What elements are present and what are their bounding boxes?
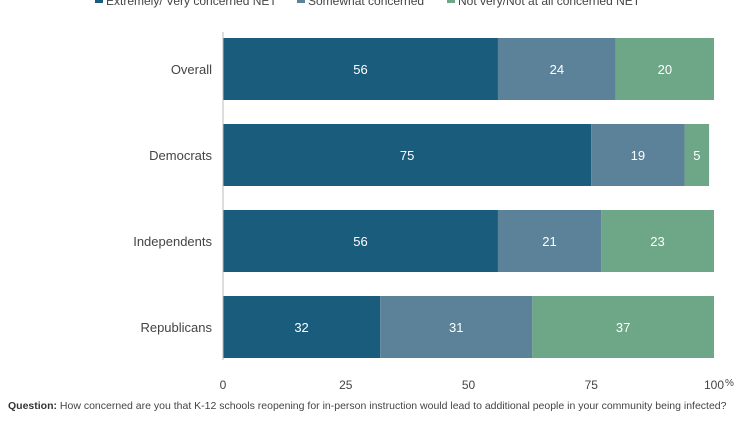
bar-republicans-not-very-not-at-all-concerned-net — [532, 296, 714, 358]
bar-value-democrats-somewhat-concerned: 19 — [631, 148, 645, 163]
bar-value-democrats-not-very-not-at-all-concerned-net: 5 — [693, 148, 700, 163]
category-label-overall: Overall — [171, 62, 212, 77]
bar-value-democrats-extremely-very-concerned-net: 75 — [400, 148, 414, 163]
stacked-bar-chart: Extremely/ Very concerned NET Somewhat co… — [95, 0, 734, 392]
legend-label-extremely-very-concerned-net: Extremely/ Very concerned NET — [106, 0, 277, 8]
legend-swatch-somewhat-concerned — [297, 0, 305, 3]
x-tick-label-50: 50 — [462, 378, 476, 392]
bar-value-overall-extremely-very-concerned-net: 56 — [353, 62, 367, 77]
chart-bars: 56 24 20 75 19 5 56 21 23 32 31 37 — [223, 38, 714, 358]
legend-label-not-very-not-at-all-concerned-net: Not very/Not at all concerned NET — [458, 0, 641, 8]
legend-swatch-not-very-not-at-all-concerned-net — [447, 0, 455, 3]
bar-value-republicans-somewhat-concerned: 31 — [449, 320, 463, 335]
x-tick-label-75: 75 — [585, 378, 599, 392]
footnote-label: Question: — [8, 400, 57, 412]
category-label-independents: Independents — [133, 234, 212, 249]
bar-independents-extremely-very-concerned-net — [223, 210, 498, 272]
bar-overall-somewhat-concerned — [497, 38, 616, 100]
category-label-republicans: Republicans — [140, 320, 212, 335]
legend-swatch-extremely-very-concerned-net — [95, 0, 103, 3]
bar-value-independents-extremely-very-concerned-net: 56 — [353, 234, 367, 249]
bar-overall-extremely-very-concerned-net — [223, 38, 498, 100]
bar-value-independents-somewhat-concerned: 21 — [542, 234, 556, 249]
x-tick-label-100: 100 — [704, 378, 724, 392]
bar-value-overall-somewhat-concerned: 24 — [550, 62, 564, 77]
legend-label-somewhat-concerned: Somewhat concerned — [308, 0, 424, 8]
category-labels: Overall Democrats Independents Republicans — [133, 62, 212, 335]
bar-value-independents-not-very-not-at-all-concerned-net: 23 — [650, 234, 664, 249]
bar-republicans-extremely-very-concerned-net — [223, 296, 381, 358]
bar-value-republicans-not-very-not-at-all-concerned-net: 37 — [616, 320, 630, 335]
bar-independents-not-very-not-at-all-concerned-net — [601, 210, 714, 272]
x-tick-label-25: 25 — [339, 378, 353, 392]
x-axis: 0 25 50 75 100% — [220, 32, 734, 392]
bar-value-overall-not-very-not-at-all-concerned-net: 20 — [658, 62, 672, 77]
chart-legend: Extremely/ Very concerned NET Somewhat co… — [95, 0, 641, 8]
bar-republicans-somewhat-concerned — [380, 296, 533, 358]
bar-independents-somewhat-concerned — [497, 210, 602, 272]
category-label-democrats: Democrats — [149, 148, 212, 163]
bar-overall-not-very-not-at-all-concerned-net — [615, 38, 714, 100]
footnote-text: How concerned are you that K-12 schools … — [57, 400, 727, 412]
x-tick-label-0: 0 — [220, 378, 227, 392]
x-axis-unit: % — [725, 378, 734, 389]
bar-value-republicans-extremely-very-concerned-net: 32 — [294, 320, 308, 335]
bar-democrats-somewhat-concerned — [591, 124, 685, 186]
question-footnote: Question: How concerned are you that K-1… — [8, 400, 744, 413]
bar-democrats-not-very-not-at-all-concerned-net — [684, 124, 710, 186]
bar-democrats-extremely-very-concerned-net — [223, 124, 592, 186]
